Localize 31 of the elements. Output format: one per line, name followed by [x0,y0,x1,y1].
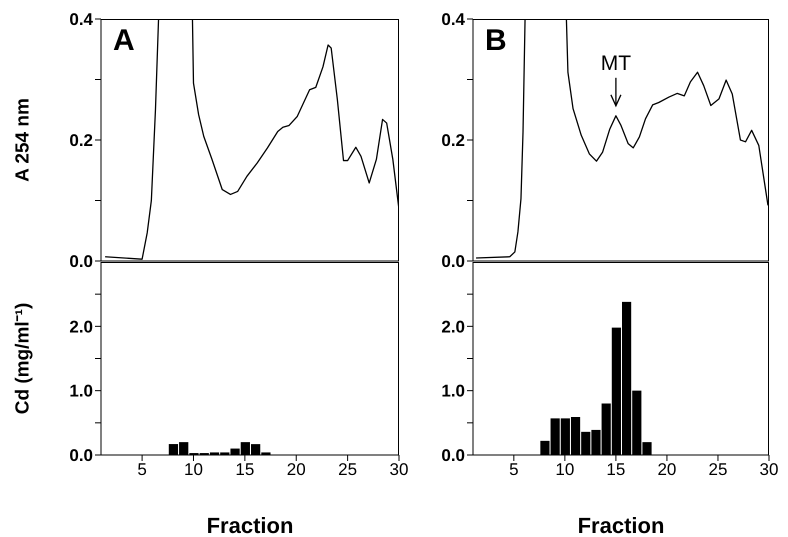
x-tick-label: 5 [509,460,519,480]
x-axis-title: Fraction [578,513,664,537]
y-axis-title: Cd (mg/ml⁻¹) [12,302,34,414]
y-tick-label: 0.2 [69,131,93,150]
x-tick-label: 30 [390,460,408,480]
y-tick-label: 0.0 [69,252,93,272]
y-tick-label: 2.0 [69,317,93,336]
x-tick-label: 20 [286,460,306,480]
y-tick-label: 0.4 [69,10,94,30]
x-tick-label: 30 [760,460,778,480]
x-tick-label: 25 [708,460,728,480]
y-tick-label: 0.4 [441,10,466,30]
y-tick-label: 2.0 [441,317,465,336]
x-tick-label: 10 [555,460,574,480]
annotation: MT [600,52,632,75]
x-tick-label: 15 [606,460,626,480]
y-tick-label: 1.0 [69,382,93,401]
y-tick-label: 0.0 [441,252,465,272]
x-tick-label: 15 [235,460,254,480]
annotation: A [113,24,135,57]
annotation: B [485,24,507,57]
y-tick-label: 0.2 [441,131,465,150]
y-tick-label: 1.0 [441,382,465,401]
x-tick-label: 5 [137,460,147,480]
y-axis-title: A 254 nm [12,98,34,182]
x-tick-label: 10 [184,460,203,480]
y-tick-label: 0.0 [69,446,93,466]
x-tick-label: 20 [657,460,676,480]
x-tick-label: 25 [338,460,358,480]
y-tick-label: 0.0 [441,446,465,466]
x-axis-title: Fraction [206,513,294,537]
